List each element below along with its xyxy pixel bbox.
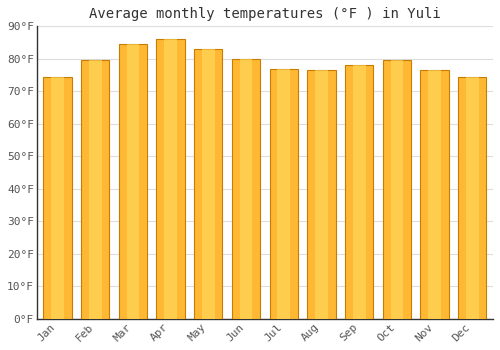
Bar: [240, 59, 252, 319]
Bar: [118, 44, 147, 319]
Bar: [89, 61, 102, 319]
Bar: [353, 65, 366, 319]
Bar: [308, 70, 336, 319]
Bar: [202, 49, 214, 319]
Bar: [390, 61, 404, 319]
Bar: [44, 77, 72, 319]
Bar: [458, 77, 486, 319]
Bar: [270, 69, 298, 319]
Bar: [156, 39, 184, 319]
Bar: [428, 70, 441, 319]
Bar: [164, 39, 177, 319]
Bar: [345, 65, 374, 319]
Title: Average monthly temperatures (°F ) in Yuli: Average monthly temperatures (°F ) in Yu…: [89, 7, 441, 21]
Bar: [232, 59, 260, 319]
Bar: [126, 44, 140, 319]
Bar: [315, 70, 328, 319]
Bar: [194, 49, 222, 319]
Bar: [382, 61, 411, 319]
Bar: [81, 61, 110, 319]
Bar: [278, 69, 290, 319]
Bar: [51, 77, 64, 319]
Bar: [466, 77, 478, 319]
Bar: [420, 70, 448, 319]
